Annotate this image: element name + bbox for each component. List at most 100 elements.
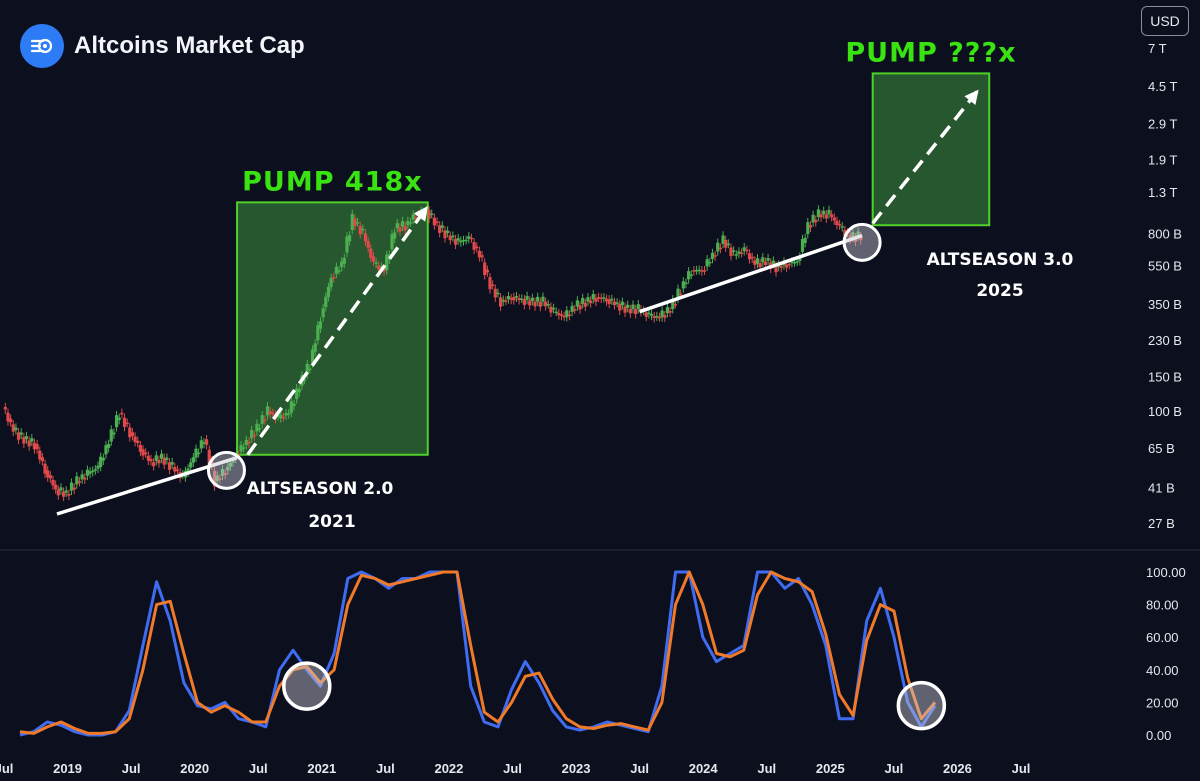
candle-body [305,363,309,375]
candle-body [456,238,460,241]
x-tick-label: 2026 [943,761,972,776]
osc-y-tick-label: 40.00 [1146,663,1179,678]
candle-body [758,263,762,268]
candle-body [297,389,301,393]
candle-body [676,288,680,299]
candle-body [586,297,590,302]
candle-body [194,448,198,458]
candle-body [197,452,201,455]
candle-body [324,296,328,308]
candle-body [284,413,288,416]
y-tick-label: 100 B [1148,404,1182,419]
stoch-k-line [19,570,937,737]
candle-body [488,277,492,290]
y-tick-label: 4.5 T [1148,79,1177,94]
candle-body [708,261,712,264]
candle-body [856,231,860,237]
candle-body [175,469,180,472]
x-tick-label: Jul [376,761,395,776]
candle-body [144,452,148,454]
x-tick-label: 2025 [816,761,845,776]
altseason-3-label: ALTSEASON 3.0 [927,250,1074,270]
candle-body [459,240,463,243]
candle-body [165,457,169,460]
candle-body [371,256,376,262]
pump-label-2: PUMP ???x [845,37,1016,68]
candle-body [88,471,92,474]
candle-body [257,428,262,430]
candle-body [59,487,63,491]
x-tick-label: Jul [249,761,268,776]
candle-body [250,429,254,439]
candle-body [657,316,662,319]
candle-body [93,469,97,471]
candle-body [366,240,370,248]
candle-body [684,282,688,285]
highlight-circle [842,222,882,262]
candle-body [618,304,622,311]
candle-body [226,466,230,471]
candle-body [506,296,511,300]
candle-body [138,445,142,452]
candle-body [125,422,129,425]
candle-body [615,302,619,304]
candle-body [859,236,863,241]
candle-body [660,310,664,318]
chart-header: Altcoins Market Cap [20,24,305,68]
altcoin-logo-icon [20,24,64,68]
candle-body [610,298,614,301]
candle-body [67,493,71,496]
arrow-head [413,206,428,222]
candle-body [679,293,683,296]
candle-body [755,258,760,264]
candle-body [107,443,111,448]
candle-body [22,436,26,444]
candle-body [38,450,42,460]
osc-highlight-circle [282,661,332,711]
candle-body [514,296,519,298]
osc-y-tick-label: 100.00 [1146,565,1186,580]
candle-body [435,221,439,223]
candle-body [310,349,315,364]
candle-body [247,441,251,444]
currency-button[interactable]: USD [1141,6,1189,36]
candle-body [400,221,405,227]
candle-body [837,223,842,226]
candle-body [599,297,603,300]
candle-body [533,301,537,307]
candle-body [54,484,58,490]
candle-body [308,368,312,371]
candle-body [91,470,95,473]
candle-body [724,240,728,248]
candle-body [340,261,344,268]
candle-body [628,309,632,314]
candle-body [567,314,572,317]
candle-body [313,343,317,352]
candle-body [800,239,805,252]
candle-body [612,301,617,306]
candle-body [27,440,31,447]
candle-body [512,297,516,301]
candle-body [141,449,145,456]
candle-body [345,236,349,253]
candle-body [318,321,323,329]
candle-body [369,248,373,258]
candle-body [199,440,203,449]
candle-body [350,213,354,230]
x-tick-label: Jul [630,761,649,776]
candle-body [189,462,193,468]
candle-body [451,235,455,238]
candle-body [385,254,389,271]
candle-body [35,444,39,450]
candle-body [475,246,479,249]
candle-body [75,476,79,485]
candle-body [48,475,52,479]
highlight-circle [206,450,246,490]
x-tick-label: 2021 [307,761,336,776]
y-tick-label: 150 B [1148,369,1182,384]
altseason-2-label: ALTSEASON 2.0 [247,479,394,499]
candle-body [403,225,407,231]
candle-body [212,470,217,487]
candle-body [700,270,704,272]
